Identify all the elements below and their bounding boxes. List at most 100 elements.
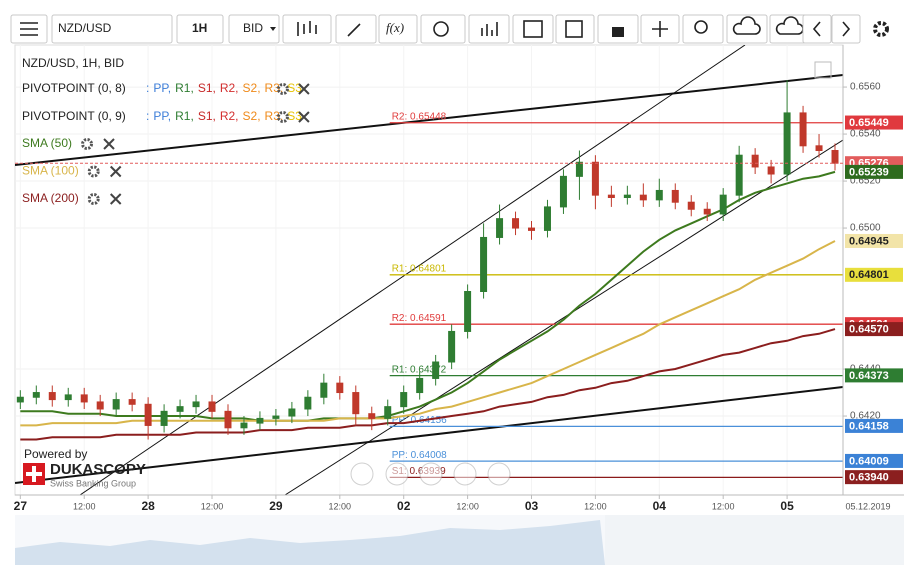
- nav-button[interactable]: [350, 462, 374, 486]
- settings-icon[interactable]: [81, 138, 94, 150]
- x-tick-label: 28: [141, 499, 155, 513]
- pivot-key: R1,: [175, 81, 194, 95]
- x-tick-label: 12:00: [201, 501, 224, 511]
- pivot-key: S1,: [198, 81, 216, 95]
- candle-body: [48, 392, 56, 401]
- settings-icon[interactable]: [87, 165, 100, 178]
- x-tick-label: 12:00: [456, 501, 479, 511]
- calendar-icon: [523, 20, 543, 38]
- powered-by: Powered by: [24, 447, 87, 461]
- candle-body: [272, 415, 280, 419]
- price-tag: [845, 267, 903, 282]
- upload-icon: [732, 16, 761, 35]
- y-tick-label: 0.6500: [850, 223, 881, 234]
- pivot-label: R2: 0.64591: [392, 313, 447, 324]
- candle-body: [416, 377, 424, 394]
- settings-icon[interactable]: [276, 111, 289, 123]
- pen-icon: [347, 23, 361, 37]
- settings-icon[interactable]: [873, 21, 889, 37]
- sma-line: [20, 170, 836, 422]
- candle-body: [655, 189, 663, 201]
- pivot-key: S2,: [243, 81, 261, 95]
- bars-button[interactable]: [468, 14, 510, 44]
- remove-icon[interactable]: [109, 165, 122, 178]
- pivot-label: R1: 0.64372: [392, 364, 447, 375]
- candle-body: [512, 218, 520, 229]
- side-select[interactable]: [228, 14, 280, 44]
- candle-body: [751, 154, 759, 168]
- price-tag: [845, 418, 903, 433]
- remove-icon[interactable]: [109, 193, 122, 205]
- fx-label: f(x): [386, 20, 404, 35]
- y-tick-label: 0.6520: [850, 176, 881, 187]
- price-tag: [845, 322, 903, 337]
- pivot-label: PP: 0.64008: [392, 450, 447, 461]
- maximize-icon[interactable]: [814, 61, 832, 79]
- toolbar: NZD/USD 1H BID f(x): [10, 14, 889, 44]
- chart-type-button[interactable]: [282, 14, 332, 44]
- price-tag-label: 0.64945: [849, 235, 889, 247]
- info-button[interactable]: [420, 14, 466, 44]
- candle-body: [703, 208, 711, 215]
- candle-body: [384, 406, 392, 419]
- period-select[interactable]: [176, 14, 224, 44]
- report-button[interactable]: [555, 14, 595, 44]
- pivot-legend: PIVOTPOINT (0, 9): [22, 109, 126, 123]
- x-tick-label: 04: [653, 499, 667, 513]
- price-tag-label: 0.64158: [849, 420, 889, 432]
- price-tag-label: 0.64373: [849, 370, 889, 382]
- candle-body: [815, 145, 823, 152]
- x-tick-label: 03: [525, 499, 539, 513]
- x-tick-label: 12:00: [584, 501, 607, 511]
- nav-button[interactable]: [419, 462, 443, 486]
- trend-line: [15, 74, 843, 166]
- nav-button[interactable]: [487, 462, 511, 486]
- symbol-select[interactable]: [51, 14, 173, 44]
- candle-body: [144, 403, 152, 426]
- remove-icon[interactable]: [103, 138, 115, 150]
- crosshair-date: 05.12.2019: [845, 501, 890, 511]
- navigator-window[interactable]: [605, 515, 904, 565]
- remove-icon[interactable]: [298, 83, 310, 95]
- nav-button[interactable]: [453, 462, 477, 486]
- pivot-key: PP,: [153, 81, 171, 95]
- next-button[interactable]: [831, 14, 861, 44]
- pivot-key: S1,: [198, 109, 216, 123]
- candle-body: [176, 406, 184, 412]
- y-tick-label: 0.6560: [850, 82, 881, 93]
- calendar-button[interactable]: [512, 14, 554, 44]
- candle-body: [256, 417, 264, 424]
- pivot-key: R2,: [220, 109, 239, 123]
- candle-body: [639, 194, 647, 201]
- candle-body: [687, 201, 695, 210]
- crosshair-icon: [652, 21, 668, 37]
- candle-body: [783, 112, 791, 175]
- navigator-area: [15, 520, 605, 565]
- candle-body: [735, 154, 743, 196]
- fx-button[interactable]: [378, 14, 418, 44]
- candle-body: [96, 401, 104, 410]
- settings-icon[interactable]: [276, 83, 289, 95]
- nav-button[interactable]: [385, 462, 409, 486]
- settings-icon[interactable]: [87, 193, 100, 205]
- prev-button[interactable]: [802, 14, 832, 44]
- price-tag: [845, 453, 903, 468]
- logo-cross: [26, 466, 42, 482]
- sma-line: [20, 240, 836, 427]
- next-icon: [842, 21, 851, 37]
- candle-body: [400, 392, 408, 408]
- zoom-button[interactable]: [682, 14, 724, 44]
- candle-body: [224, 410, 232, 429]
- candle-body: [192, 401, 200, 408]
- upload-button[interactable]: [726, 14, 768, 44]
- pivot-label: R2: 0.65448: [392, 111, 447, 122]
- candles-icon: [297, 21, 317, 36]
- candle-body: [16, 396, 24, 403]
- price-tag: [845, 233, 903, 248]
- remove-icon[interactable]: [298, 111, 310, 123]
- price-tag-label: 0.64570: [849, 324, 889, 336]
- pivot-label: R1: 0.64801: [392, 263, 447, 274]
- price-tag-label: 0.65239: [849, 166, 889, 178]
- candle-body: [448, 330, 456, 363]
